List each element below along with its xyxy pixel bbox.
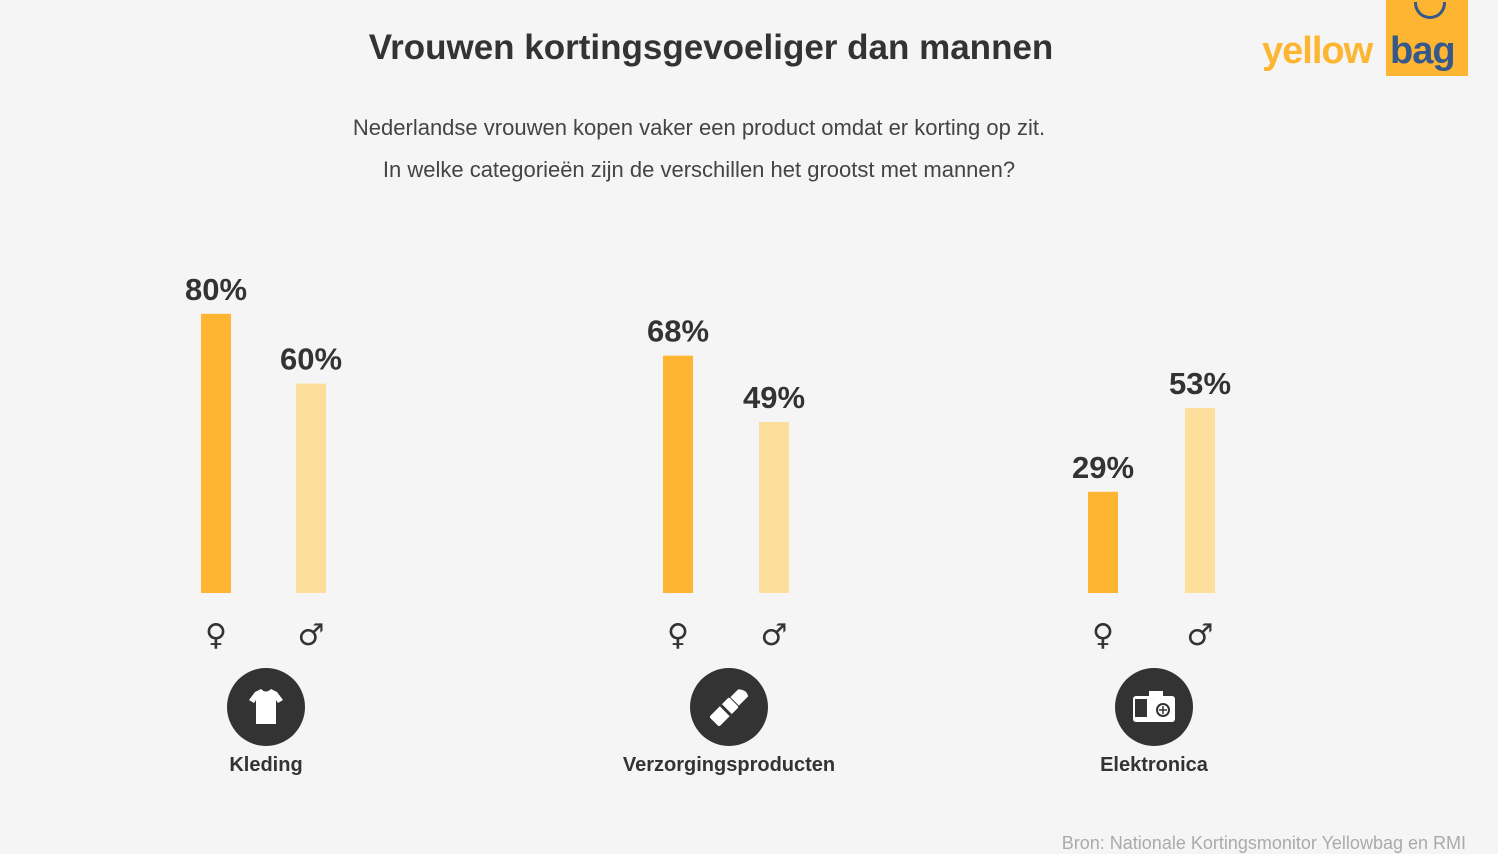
lipstick-icon bbox=[690, 668, 768, 746]
data-label: 29% bbox=[1072, 450, 1134, 485]
male-symbol-icon: ♂ bbox=[761, 618, 788, 653]
subtitle-line-2: In welke categorieën zijn de verschillen… bbox=[382, 157, 1016, 182]
female-symbol-icon: ♀ bbox=[667, 618, 689, 653]
category-label-kleding: Kleding bbox=[229, 754, 303, 776]
data-label: 49% bbox=[743, 380, 805, 415]
data-label: 68% bbox=[647, 314, 709, 349]
male-symbol-icon: ♂ bbox=[298, 618, 325, 653]
tshirt-icon bbox=[227, 668, 305, 746]
logo-word-yellow: yellow bbox=[1262, 30, 1373, 72]
data-label: 80% bbox=[185, 272, 247, 307]
category-label-elektronica: Elektronica bbox=[1100, 754, 1208, 776]
bar-vrouwen-elektronica bbox=[1088, 491, 1118, 593]
category-label-verzorgingsproducten: Verzorgingsproducten bbox=[622, 754, 836, 776]
logo-word-bag: bag bbox=[1390, 30, 1456, 72]
yellowbag-logo: yellow bag bbox=[1262, 0, 1468, 76]
bar-vrouwen-verzorgingsproducten bbox=[663, 355, 693, 593]
bar-vrouwen-kleding bbox=[201, 313, 231, 593]
bar-mannen-kleding bbox=[296, 383, 326, 593]
bar-mannen-elektronica bbox=[1185, 408, 1215, 593]
data-label: 60% bbox=[280, 342, 342, 377]
data-label: 53% bbox=[1169, 366, 1231, 401]
subtitle-line-1: Nederlandse vrouwen kopen vaker een prod… bbox=[352, 115, 1046, 140]
male-symbol-icon: ♂ bbox=[1187, 618, 1214, 653]
female-symbol-icon: ♀ bbox=[205, 618, 227, 653]
source-note: Bron: Nationale Kortingsmonitor Yellowba… bbox=[1061, 833, 1466, 853]
female-symbol-icon: ♀ bbox=[1092, 618, 1114, 653]
chart-title: Vrouwen kortingsgevoeliger dan mannen bbox=[368, 28, 1054, 67]
bar-mannen-verzorgingsproducten bbox=[759, 421, 789, 593]
camera-icon bbox=[1115, 668, 1193, 746]
